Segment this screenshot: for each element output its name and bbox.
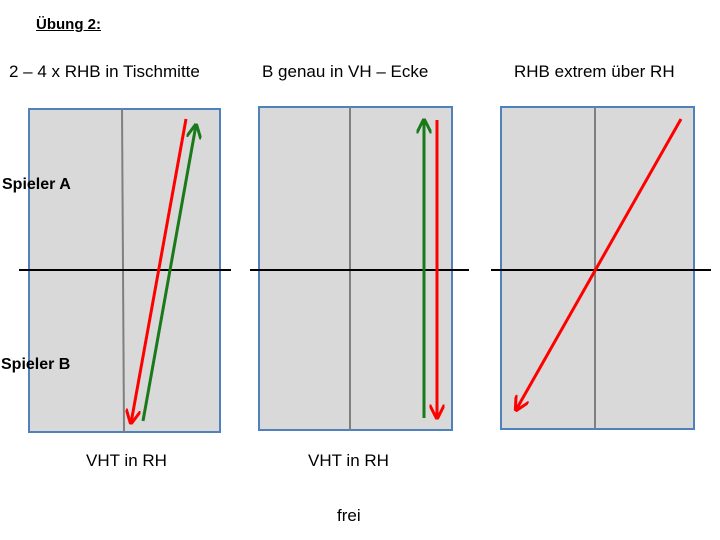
panel-3-caption: frei	[337, 506, 361, 525]
player-a-label: Spieler A	[2, 176, 71, 193]
panel-2-caption: VHT in RH	[308, 451, 389, 470]
table-1-green-arrow	[141, 125, 196, 422]
table-1-red-arrow	[131, 118, 188, 423]
exercise-title: Übung 2:	[36, 16, 101, 33]
table-1	[19, 107, 231, 433]
panel-1-heading: 2 – 4 x RHB in Tischmitte	[9, 62, 200, 81]
player-b-label: Spieler B	[1, 356, 71, 373]
panel-3-heading: RHB extrem über RH	[514, 62, 675, 81]
table-2	[250, 106, 469, 431]
panel-2-heading: B genau in VH – Ecke	[262, 62, 429, 81]
table-2-surface	[258, 106, 453, 431]
table-3	[491, 106, 711, 430]
table-3-red-arrow	[516, 118, 683, 410]
panel-1-caption: VHT in RH	[86, 451, 167, 470]
